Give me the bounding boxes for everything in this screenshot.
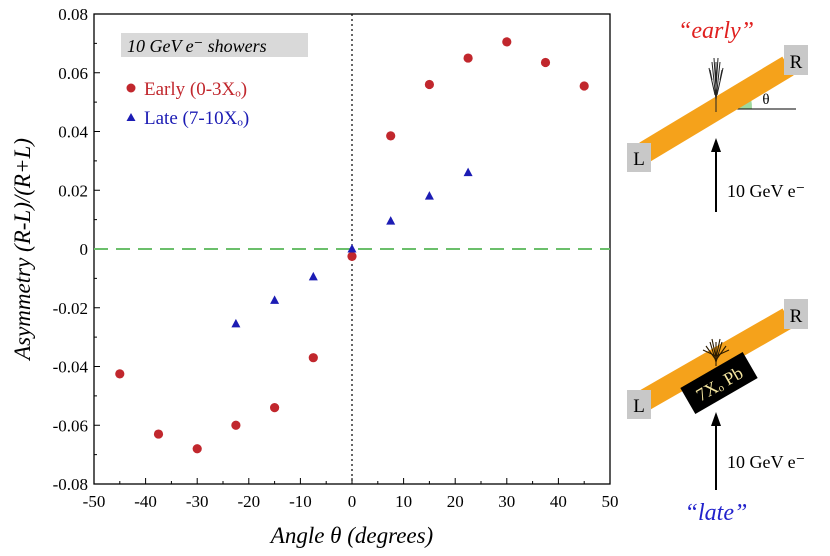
x-tick-label: -40 <box>134 492 157 511</box>
x-tick-label: 30 <box>498 492 515 511</box>
late-data-point <box>463 167 473 177</box>
early-data-point <box>270 403 280 413</box>
angle-theta-label: θ <box>762 92 769 108</box>
early-data-point <box>463 53 473 63</box>
early-right-end-cap <box>784 45 808 75</box>
y-tick-label: 0.04 <box>58 123 88 142</box>
x-tick-label: -10 <box>289 492 312 511</box>
x-tick-label: 10 <box>395 492 412 511</box>
late-beam-label: 10 GeV e⁻ <box>727 452 805 472</box>
x-axis-title: Angle θ (degrees) <box>269 523 433 548</box>
early-right-end-label: R <box>790 52 803 73</box>
legend-early-label: Early (0-3Xₒ) <box>144 79 247 100</box>
chart: -50 -40 -30 -20 -10 0 10 20 30 40 50 -0.08 -0.06 -0.0… <box>10 5 619 548</box>
diagram-early: “early” L R θ 10 GeV e⁻ <box>627 18 808 212</box>
early-beam-arrow-head <box>711 138 721 152</box>
early-data-point <box>231 420 241 430</box>
early-data-point <box>347 251 357 261</box>
early-left-end-cap <box>627 143 651 172</box>
y-tick-label: -0.06 <box>53 416 88 435</box>
late-left-end-label: L <box>633 396 645 417</box>
late-label: “late” <box>685 500 748 526</box>
early-data-point <box>153 429 164 439</box>
y-tick-label: 0.02 <box>58 181 88 200</box>
legend-early-marker <box>126 83 136 93</box>
x-tick-label: 20 <box>447 492 464 511</box>
early-data-point <box>192 444 202 454</box>
axis-ticks: -50 -40 -30 -20 -10 0 10 20 30 40 50 -0.08 -0.06 -0.0… <box>53 5 619 511</box>
x-tick-label: 40 <box>550 492 567 511</box>
y-tick-label: 0.06 <box>58 64 88 83</box>
absorber-block-box <box>680 352 758 414</box>
early-beam-label: 10 GeV e⁻ <box>727 181 805 201</box>
legend: 10 GeV e⁻ showers Early (0-3Xₒ) Late (7-… <box>121 33 308 129</box>
early-data-point <box>502 37 512 47</box>
early-data-point <box>579 81 589 91</box>
late-data-point <box>270 295 280 304</box>
legend-late-marker <box>126 113 136 121</box>
late-data-point <box>308 271 318 281</box>
late-right-end-cap <box>784 299 808 329</box>
y-tick-label: -0.04 <box>53 358 89 377</box>
x-tick-label: -20 <box>237 492 260 511</box>
y-tick-label: -0.02 <box>53 299 88 318</box>
early-data-point <box>386 131 396 141</box>
late-data-point <box>347 244 357 253</box>
early-shower-icon <box>708 57 724 112</box>
late-data-point <box>386 216 396 225</box>
y-axis-title: Asymmetry (R-L)/(R+L) <box>10 138 35 362</box>
early-left-end-label: L <box>633 149 645 170</box>
early-label: “early” <box>678 18 754 44</box>
y-tick-label: 0.08 <box>58 5 88 24</box>
early-data-point <box>424 79 434 90</box>
late-beam-arrow-head <box>711 412 721 426</box>
early-data-point <box>115 369 125 379</box>
late-data-point <box>231 318 241 328</box>
y-tick-label: 0 <box>80 240 89 259</box>
late-left-end-cap <box>627 390 651 419</box>
x-tick-label: 50 <box>602 492 619 511</box>
diagram-late: L R 7Xₒ Pb 10 GeV e⁻ “late” <box>627 299 808 526</box>
y-tick-label: -0.08 <box>53 475 88 494</box>
x-tick-label: 0 <box>348 492 357 511</box>
early-data-point <box>540 57 551 68</box>
x-tick-label: -50 <box>83 492 106 511</box>
legend-title-box <box>121 33 308 57</box>
late-right-end-label: R <box>790 306 803 327</box>
legend-title: 10 GeV e⁻ showers <box>127 36 267 56</box>
late-shower-icon <box>702 338 730 366</box>
legend-late-label: Late (7-10Xₒ) <box>144 108 249 129</box>
early-data-point <box>308 353 318 363</box>
late-data-point <box>424 191 434 200</box>
data-marks <box>115 37 589 454</box>
x-tick-label: -30 <box>186 492 209 511</box>
